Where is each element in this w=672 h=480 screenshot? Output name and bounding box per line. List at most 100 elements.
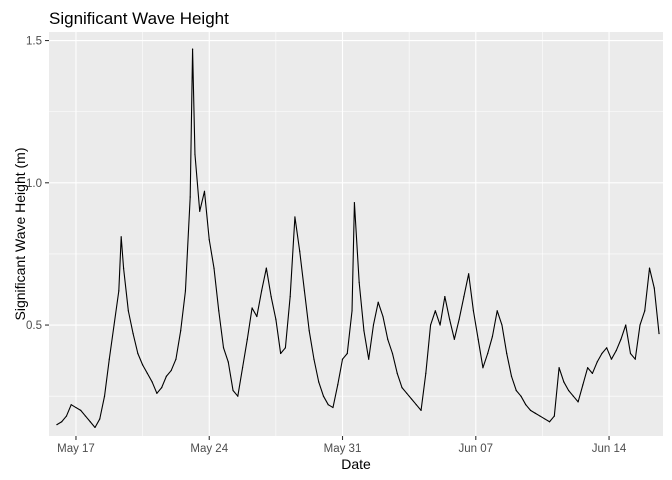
data-point	[80, 409, 82, 411]
data-point	[544, 418, 546, 420]
data-point	[501, 324, 503, 326]
data-point	[89, 421, 91, 423]
series-layer	[56, 48, 660, 429]
data-point	[256, 315, 258, 318]
data-point	[151, 381, 153, 383]
data-point	[477, 338, 479, 340]
data-point	[113, 324, 115, 326]
data-point	[420, 409, 422, 411]
y-tick-label: 1.0	[26, 178, 42, 190]
data-point	[372, 324, 375, 326]
data-point	[265, 267, 267, 269]
y-tick-label: 1.5	[26, 36, 42, 48]
data-point	[353, 202, 356, 204]
data-point	[170, 369, 172, 372]
data-point	[294, 216, 296, 218]
chart-title: Significant Wave Height	[49, 9, 229, 28]
data-point	[56, 424, 58, 426]
data-point	[415, 404, 417, 406]
data-point	[539, 415, 541, 417]
data-point	[127, 310, 129, 312]
series-points	[56, 48, 660, 429]
data-point	[558, 367, 560, 369]
data-point	[382, 315, 384, 318]
data-point	[515, 389, 517, 392]
data-point	[449, 318, 451, 320]
data-point	[425, 372, 427, 375]
data-point	[548, 421, 551, 423]
x-tick-label: May 17	[57, 443, 95, 455]
data-point	[313, 358, 315, 360]
data-point	[108, 358, 110, 360]
data-point	[468, 273, 470, 275]
data-point	[351, 310, 353, 312]
data-point	[634, 358, 636, 360]
data-point	[341, 358, 344, 360]
data-point	[572, 395, 574, 397]
data-point	[606, 347, 608, 349]
data-point	[280, 352, 282, 355]
data-point	[222, 347, 225, 349]
data-point	[620, 338, 622, 340]
data-point	[406, 392, 408, 394]
y-tick-labels: 0.5 1.0 1.5	[26, 36, 42, 333]
data-point	[65, 415, 68, 417]
data-point	[318, 381, 320, 383]
data-point	[529, 409, 532, 411]
data-point	[261, 290, 263, 292]
data-point	[520, 395, 522, 397]
data-point	[203, 190, 206, 192]
data-point	[61, 421, 63, 423]
data-point	[146, 372, 148, 375]
data-point	[658, 332, 660, 335]
data-point	[346, 352, 348, 355]
data-point	[199, 210, 201, 212]
data-point	[251, 307, 253, 309]
data-point	[213, 267, 215, 269]
data-point	[653, 287, 655, 289]
data-point	[137, 352, 139, 355]
data-point	[161, 387, 163, 389]
data-point	[246, 338, 248, 340]
data-point	[103, 395, 106, 397]
data-point	[180, 330, 182, 332]
data-point	[75, 406, 77, 409]
x-tick-label: Jun 07	[459, 443, 494, 455]
data-point	[648, 267, 651, 269]
y-tick-label: 0.5	[26, 320, 42, 332]
data-point	[487, 352, 489, 355]
data-point	[534, 412, 536, 414]
data-point	[241, 367, 244, 369]
data-point	[237, 395, 239, 397]
data-point	[284, 347, 286, 349]
x-tick-label: May 24	[190, 443, 228, 455]
data-point	[120, 236, 122, 238]
data-point	[218, 310, 220, 312]
x-tick-labels: May 17 May 24 May 31 Jun 07 Jun 14	[57, 443, 627, 455]
data-point	[322, 395, 325, 397]
data-point	[387, 338, 389, 340]
data-point	[175, 358, 177, 360]
y-axis-title: Significant Wave Height (m)	[12, 148, 28, 321]
data-point	[208, 239, 210, 241]
data-point	[165, 375, 168, 377]
data-point	[194, 153, 196, 155]
data-point	[94, 426, 96, 429]
data-point	[591, 372, 594, 375]
data-point	[396, 372, 398, 375]
data-point	[368, 358, 370, 360]
axis-ticks	[45, 39, 610, 440]
data-point	[434, 310, 436, 312]
data-point	[510, 375, 513, 377]
data-point	[358, 281, 360, 283]
data-point	[303, 290, 306, 292]
data-point	[142, 364, 144, 366]
data-point	[482, 367, 484, 369]
data-point	[577, 401, 579, 403]
data-point	[644, 310, 646, 312]
data-point	[332, 406, 334, 409]
data-point	[553, 415, 555, 417]
data-point	[118, 290, 120, 292]
data-point	[363, 330, 365, 332]
